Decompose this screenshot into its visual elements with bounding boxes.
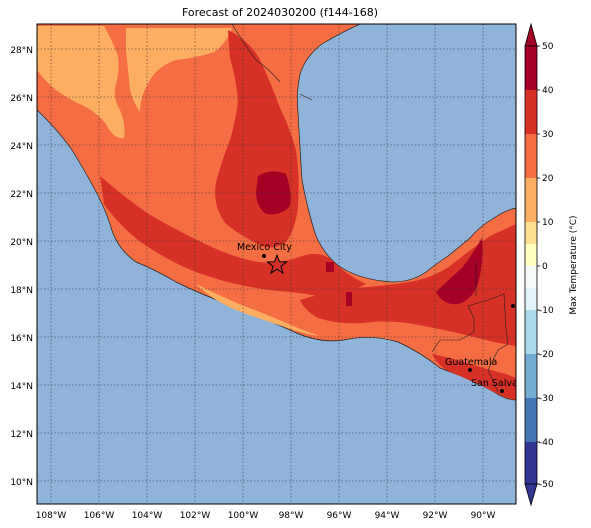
star-marker bbox=[266, 253, 288, 275]
zone-40-50-d bbox=[346, 292, 352, 306]
map-area[interactable]: Mexico City Guatemala San Salvador bbox=[37, 24, 534, 504]
y-tick-labels: 28°N 26°N 24°N 22°N 20°N 18°N 16°N 14°N … bbox=[10, 46, 33, 488]
colorbar: 50 40 30 20 10 0 -10 -20 -30 -40 -50 Max… bbox=[524, 22, 579, 507]
colorbar-frame bbox=[524, 45, 538, 485]
y-tick-label: 18°N bbox=[10, 286, 33, 296]
map-title: Forecast of 2024030200 (f144-168) bbox=[181, 6, 379, 19]
zone-10-20-northwest bbox=[37, 26, 125, 139]
colorbar-tick-label: 0 bbox=[542, 262, 548, 272]
x-tick-labels: 108°W 106°W 104°W 102°W 100°W 98°W 96°W … bbox=[36, 511, 496, 521]
colorbar-bottom-arrow bbox=[524, 483, 538, 507]
city-label-san-salvador: San Salvador bbox=[471, 378, 534, 389]
x-tick-label: 90°W bbox=[471, 511, 496, 521]
x-tick-label: 100°W bbox=[228, 511, 259, 521]
colorbar-band bbox=[525, 90, 537, 134]
colorbar-tick-label: 10 bbox=[542, 218, 554, 228]
zone-40-50-c bbox=[326, 262, 334, 272]
zone-30-40-central-america bbox=[432, 354, 516, 400]
y-tick-label: 28°N bbox=[10, 46, 33, 56]
x-tick-label: 94°W bbox=[375, 511, 400, 521]
map-frame bbox=[36, 23, 517, 505]
y-tick-label: 24°N bbox=[10, 142, 33, 152]
x-tick-label: 106°W bbox=[84, 511, 115, 521]
colorbar-tick-label: 30 bbox=[542, 130, 554, 140]
colorbar-band bbox=[525, 178, 537, 222]
x-tick-label: 108°W bbox=[36, 511, 67, 521]
y-tick-label: 26°N bbox=[10, 94, 33, 104]
belmopan-dot bbox=[511, 304, 515, 308]
mexico-city-dot bbox=[262, 254, 266, 258]
x-tick-label: 96°W bbox=[327, 511, 352, 521]
colorbar-band bbox=[525, 442, 537, 484]
colorbar-tick-label: 40 bbox=[542, 86, 554, 96]
colorbar-band bbox=[525, 46, 537, 90]
x-tick-label: 102°W bbox=[180, 511, 211, 521]
colorbar-band bbox=[525, 134, 537, 178]
colorbar-tick-label: -10 bbox=[539, 306, 554, 316]
colorbar-band bbox=[525, 222, 537, 244]
country-borders bbox=[231, 24, 509, 393]
y-tick-label: 12°N bbox=[10, 430, 33, 440]
colorbar-tick-label: 50 bbox=[542, 42, 554, 52]
colorbar-top-arrow bbox=[524, 22, 538, 47]
x-tick-label: 104°W bbox=[132, 511, 163, 521]
colorbar-band bbox=[525, 354, 537, 398]
zone-30-40-south bbox=[300, 224, 516, 346]
colorbar-tick-label: -30 bbox=[539, 394, 554, 404]
y-tick-label: 22°N bbox=[10, 190, 33, 200]
colorbar-tick-label: -50 bbox=[539, 480, 554, 490]
y-tick-label: 14°N bbox=[10, 382, 33, 392]
city-label-guatemala: Guatemala bbox=[445, 357, 497, 368]
colorbar-band bbox=[525, 244, 537, 266]
zone-40-50-b bbox=[436, 238, 483, 305]
colorbar-band bbox=[525, 288, 537, 310]
colorbar-tick-label: -40 bbox=[539, 438, 554, 448]
y-tick-label: 10°N bbox=[10, 478, 33, 488]
colorbar-tick-label: 20 bbox=[542, 174, 554, 184]
city-label-mexico-city: Mexico City bbox=[237, 242, 292, 253]
colorbar-band bbox=[525, 398, 537, 442]
colorbar-band bbox=[525, 266, 537, 288]
colorbar-band bbox=[525, 310, 537, 354]
guatemala-dot bbox=[468, 368, 472, 372]
y-tick-label: 20°N bbox=[10, 238, 33, 248]
graticule bbox=[37, 24, 516, 504]
san-salvador-dot bbox=[500, 389, 504, 393]
colorbar-tick-label: -20 bbox=[539, 350, 554, 360]
zone-30-40-west-coast bbox=[100, 176, 366, 300]
zone-40-50-a bbox=[256, 171, 291, 215]
colorbar-label: Max Temperature (°C) bbox=[569, 215, 579, 314]
x-tick-label: 92°W bbox=[423, 511, 448, 521]
y-tick-label: 16°N bbox=[10, 334, 33, 344]
x-tick-label: 98°W bbox=[279, 511, 304, 521]
